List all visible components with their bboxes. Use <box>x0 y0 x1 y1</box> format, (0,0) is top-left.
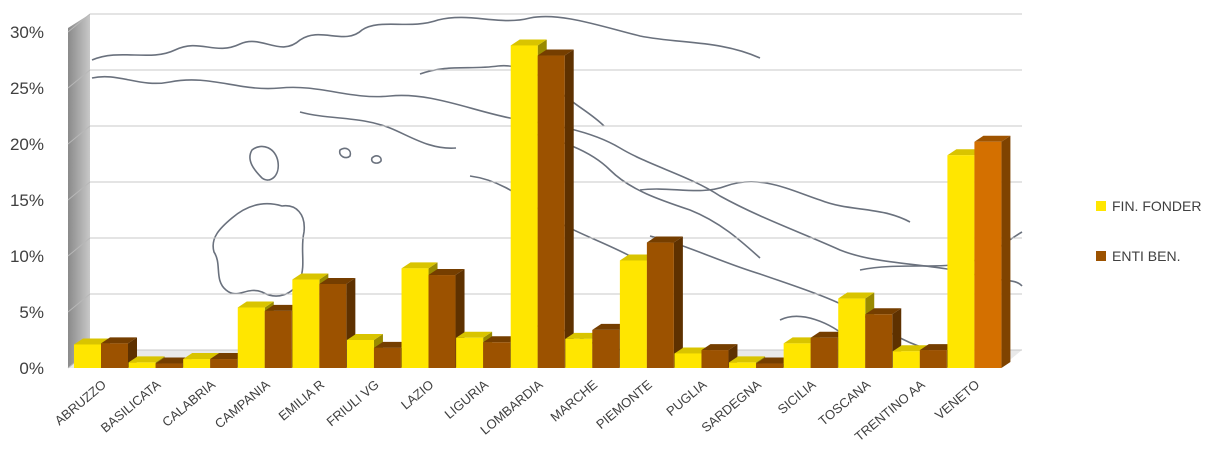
legend: FIN. FONDER ENTI BEN. <box>1096 196 1201 296</box>
bar-enti-ben-veneto <box>974 135 1011 368</box>
x-tick-label: BASILICATA <box>98 377 164 436</box>
bars <box>74 39 1011 369</box>
legend-label-series-2: ENTI BEN. <box>1112 248 1181 264</box>
y-axis-ticks: 0% 5% 10% 15% 20% 25% 30% <box>10 23 44 378</box>
grid-line-side <box>67 237 91 257</box>
grid-line-side <box>67 125 91 145</box>
y-tick-label: 20% <box>10 135 44 154</box>
x-tick-label: PIEMONTE <box>593 377 655 432</box>
bar-enti-ben-abruzzo <box>101 337 137 368</box>
x-tick-label: SARDEGNA <box>698 377 764 436</box>
x-tick-label: SICILIA <box>775 377 819 417</box>
legend-label-series-1: FIN. FONDER <box>1112 198 1202 214</box>
bar-enti-ben-lombardia <box>537 49 574 369</box>
grid-line-side <box>67 13 91 33</box>
x-tick-label: CALABRIA <box>159 377 218 430</box>
x-tick-label: EMILIA R <box>276 377 328 424</box>
legend-swatch-series-1 <box>1096 201 1106 211</box>
grid-line-side <box>67 293 91 313</box>
x-tick-label: LIGURIA <box>442 377 492 422</box>
legend-item-series-2: ENTI BEN. <box>1096 246 1201 266</box>
y-tick-label: 5% <box>19 303 44 322</box>
x-tick-label: VENETO <box>932 377 982 423</box>
y-tick-label: 25% <box>10 79 44 98</box>
y-tick-label: 10% <box>10 247 44 266</box>
bar-enti-ben-piemonte <box>646 236 683 368</box>
x-tick-label: MARCHE <box>547 377 600 425</box>
grid-line-side <box>67 69 91 89</box>
legend-swatch-series-2 <box>1096 251 1106 261</box>
y-tick-label: 15% <box>10 191 44 210</box>
x-tick-label: FRIULI VG <box>324 377 382 429</box>
y-tick-label: 0% <box>19 359 44 378</box>
x-tick-label: CAMPANIA <box>212 377 273 432</box>
x-tick-label: PUGLIA <box>663 377 709 419</box>
italy-map-background <box>91 15 1023 351</box>
grid-line-side <box>67 181 91 201</box>
legend-item-series-1: FIN. FONDER <box>1096 196 1201 216</box>
y-tick-label: 30% <box>10 23 44 42</box>
x-tick-label: LAZIO <box>398 377 436 413</box>
